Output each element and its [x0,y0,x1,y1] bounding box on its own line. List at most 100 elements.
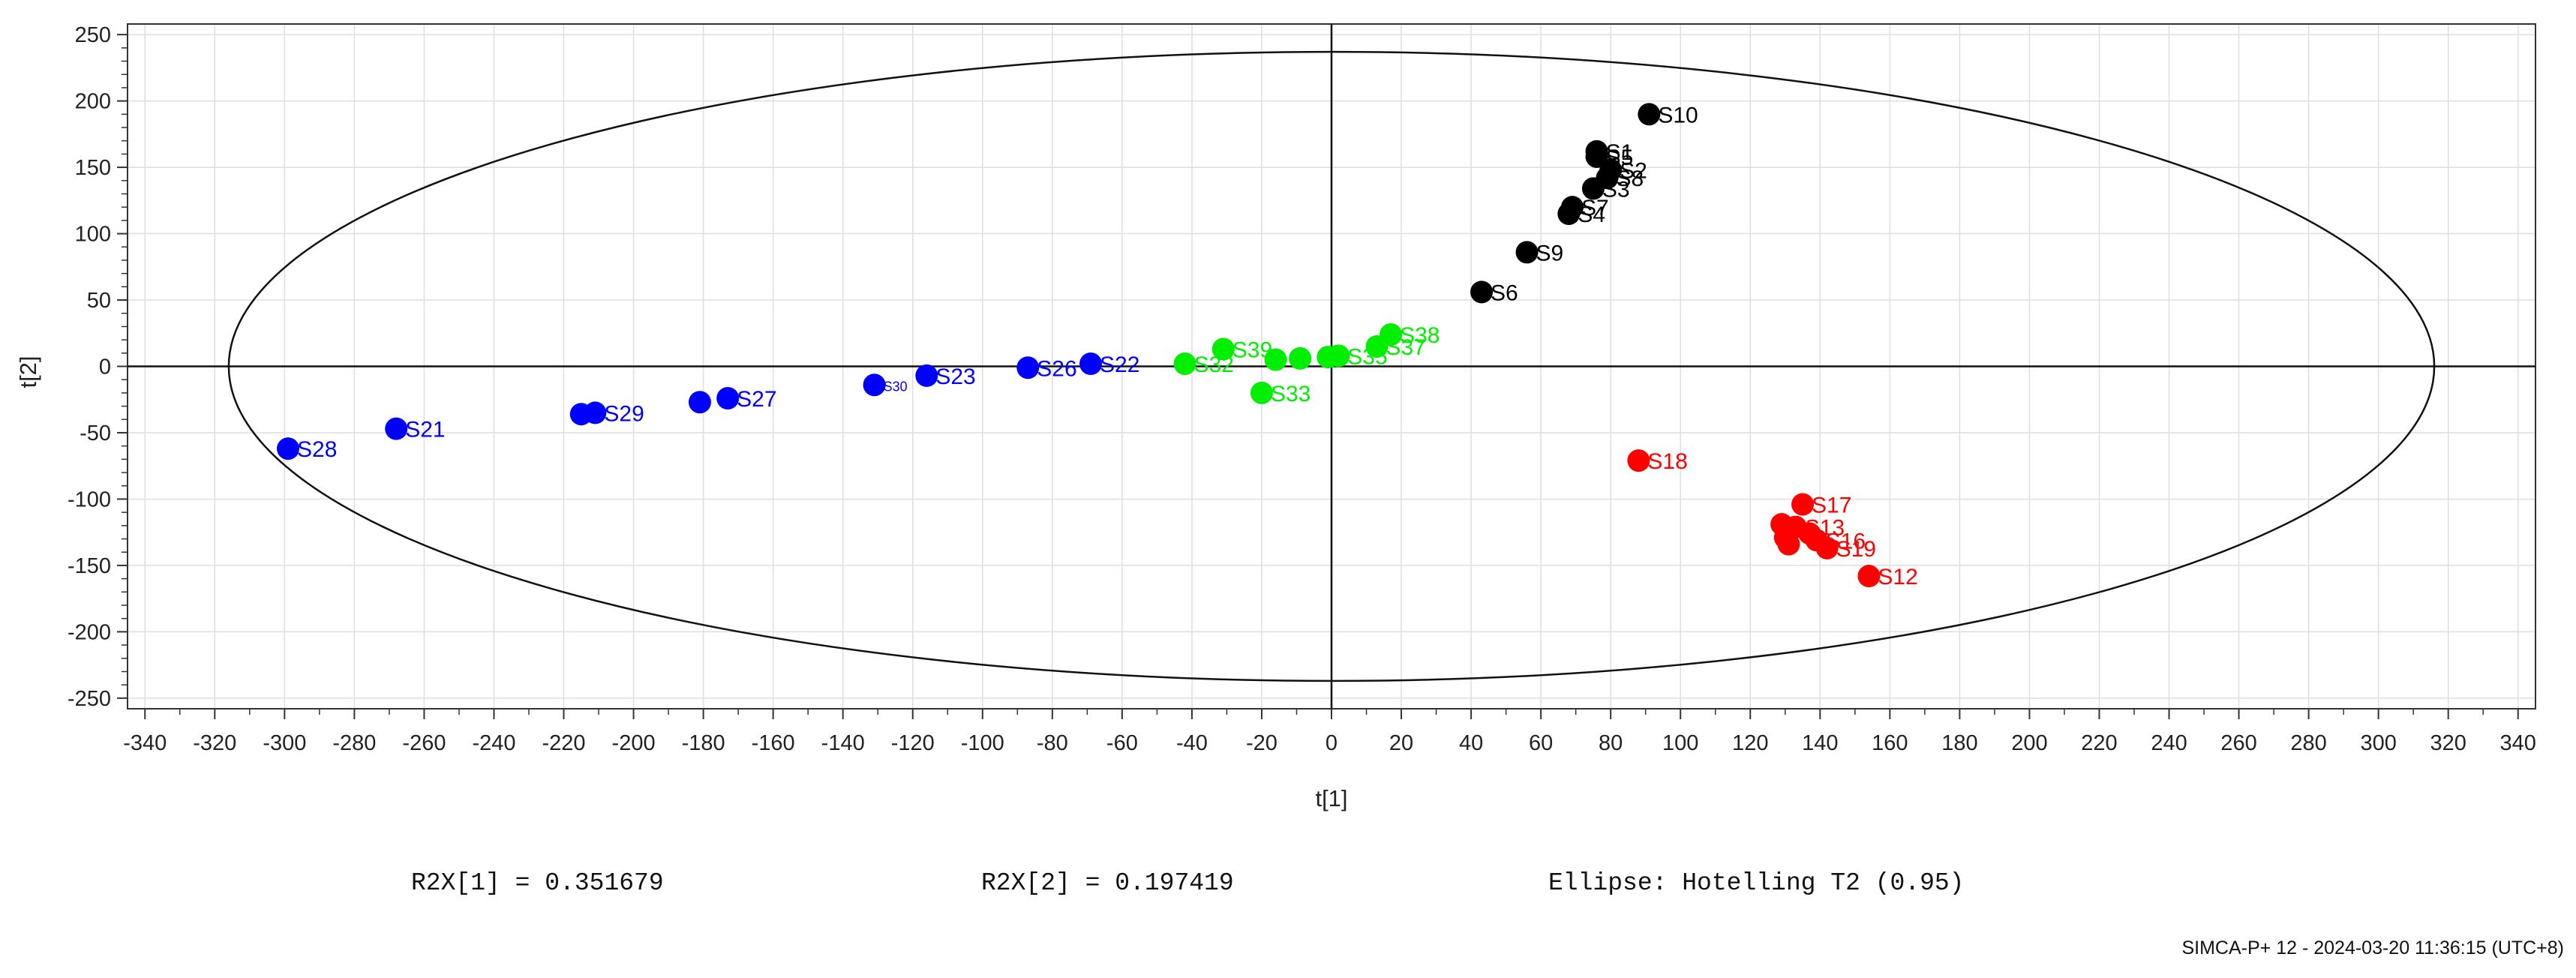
y-tick-label: -150 [68,554,111,578]
x-tick-label: 140 [1802,731,1838,755]
x-tick-label: 60 [1529,731,1553,755]
x-tick-label: 220 [2081,731,2117,755]
footer-timestamp: SIMCA-P+ 12 - 2024-03-20 11:36:15 (UTC+8… [2181,938,2564,958]
point-label: S12 [1878,565,1917,590]
x-tick-label: -20 [1246,731,1277,755]
x-tick-label: 320 [2430,731,2466,755]
data-point [1515,241,1539,264]
data-point [1470,280,1494,304]
x-tick-label: -140 [821,731,865,755]
axes: -340 -320 -300 -280 -260 -240 -220 -200 -180 -160… [68,23,2536,755]
data-point [1173,352,1196,375]
data-point [863,374,886,397]
y-tick-label: -200 [68,620,111,644]
point-label: S22 [1100,352,1139,377]
x-tick-label: -160 [752,731,795,755]
x-tick-label: -80 [1037,731,1068,755]
data-point [716,386,740,410]
y-tick-label: 100 [75,223,111,247]
point-label: S8 [1617,166,1644,191]
point-label: S27 [737,387,776,412]
x-axis-title: t[1] [1315,785,1347,812]
point-label: S17 [1812,494,1851,518]
point-label: S4 [1578,202,1605,227]
data-point [277,437,299,460]
data-point [1079,352,1102,375]
point-label: S26 [1037,356,1076,381]
hotelling-t2-ellipse [227,50,2436,682]
x-tick-label: -260 [402,731,446,755]
x-tick-label: 100 [1662,731,1698,755]
x-tick-label: -280 [332,731,376,755]
data-point [1250,381,1273,404]
y-tick-label: 150 [75,156,111,180]
data-point [1327,344,1350,368]
y-axis-title: t[2] [15,356,41,388]
x-tick-label: 280 [2290,731,2326,755]
point-label: S23 [935,364,975,389]
x-tick-label: -120 [891,731,935,755]
data-point [915,364,938,387]
y-tick-label: 250 [75,23,111,47]
data-point [1638,103,1661,126]
data-point [1627,449,1650,472]
data-point [1289,346,1312,370]
data-point [1791,493,1815,516]
y-tick-label: 200 [75,90,111,114]
x-tick-label: -220 [542,731,585,755]
data-point [1264,348,1287,371]
point-label: S10 [1658,103,1698,128]
x-tick-label: 160 [1872,731,1908,755]
y-tick-label: 50 [87,289,111,313]
y-tick-label: -50 [80,422,111,446]
point-label: S30 [884,379,908,394]
y-tick-label: -100 [68,488,111,512]
x-tick-label: 80 [1599,731,1623,755]
data-point [385,417,408,440]
point-label: S33 [1271,382,1311,406]
x-tick-label: 120 [1732,731,1768,755]
point-label: S18 [1647,449,1687,474]
data-point [688,391,711,414]
data-points: S10S1S5S2S8S3S7S4S9S6S18S17S13S16S19S12S… [277,103,1918,590]
data-point [1585,145,1608,168]
point-label: S9 [1536,241,1564,266]
x-tick-label: 200 [2011,731,2047,755]
x-tick-label: -60 [1106,731,1138,755]
y-tick-label: -250 [68,687,111,711]
x-tick-label: -40 [1176,731,1208,755]
data-point [1380,323,1403,346]
point-label: S21 [405,418,445,442]
data-point [1815,536,1839,560]
data-point [1211,338,1235,361]
x-tick-label: -100 [961,731,1004,755]
x-tick-label: -300 [263,731,306,755]
data-point [1857,565,1881,588]
x-tick-label: 0 [1326,731,1338,755]
point-label: S7 [1581,196,1609,220]
point-label: S28 [297,437,337,462]
x-tick-label: -320 [193,731,236,755]
x-tick-label: -180 [682,731,725,755]
data-point [584,401,607,424]
r2x-1-statistic: R2X[1] = 0.351679 [411,869,664,897]
x-tick-label: 180 [1941,731,1977,755]
data-point [1581,177,1605,200]
ellipse-legend: Ellipse: Hotelling T2 (0.95) [1548,869,1965,897]
x-tick-label: 300 [2360,731,2396,755]
x-tick-label: -240 [472,731,515,755]
x-tick-label: 20 [1389,731,1413,755]
x-tick-label: 340 [2500,731,2536,755]
point-label: S6 [1491,280,1518,305]
x-tick-label: 40 [1459,731,1483,755]
x-tick-label: 260 [2220,731,2256,755]
r2x-2-statistic: R2X[2] = 0.197419 [981,869,1234,897]
point-label: S3 [1602,177,1630,202]
y-tick-label: 0 [99,356,111,380]
x-tick-label: -200 [612,731,656,755]
data-point [1557,202,1581,226]
point-label: S29 [604,401,644,426]
x-tick-label: 240 [2151,731,2187,755]
point-label: S2 [1620,159,1647,184]
